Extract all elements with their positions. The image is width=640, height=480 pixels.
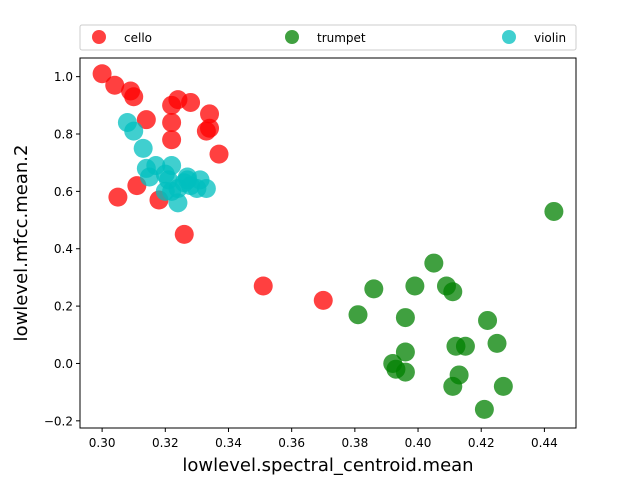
point-cello-7 bbox=[181, 92, 201, 112]
points-layer bbox=[92, 64, 564, 419]
point-cello-11 bbox=[200, 118, 220, 138]
y-tick-label: −0.2 bbox=[44, 414, 73, 428]
point-violin-16 bbox=[196, 179, 216, 198]
legend-box bbox=[79, 24, 577, 51]
y-tick-label: 0.2 bbox=[54, 300, 73, 314]
point-cello-18 bbox=[253, 276, 273, 296]
point-trumpet-0 bbox=[544, 201, 564, 221]
legend-label-cello: cello bbox=[124, 31, 152, 45]
point-violin-19 bbox=[177, 170, 197, 190]
x-tick-label: 0.34 bbox=[215, 436, 242, 450]
y-axis-label: lowlevel.mfcc.mean.2 bbox=[11, 145, 32, 342]
point-violin-5 bbox=[140, 167, 159, 187]
y-tick-label: 1.0 bbox=[54, 70, 73, 84]
point-trumpet-15 bbox=[395, 362, 415, 382]
point-violin-18 bbox=[168, 193, 188, 213]
legend-label-trumpet: trumpet bbox=[317, 31, 366, 45]
x-tick-label: 0.42 bbox=[468, 436, 495, 450]
x-axis-label: lowlevel.spectral_centroid.mean bbox=[182, 455, 473, 476]
point-cello-3 bbox=[124, 87, 144, 107]
point-cello-4 bbox=[136, 110, 156, 130]
y-tick-label: 0.0 bbox=[54, 357, 73, 371]
point-trumpet-12 bbox=[395, 342, 415, 362]
series-violin bbox=[117, 113, 216, 213]
point-trumpet-6 bbox=[348, 305, 368, 325]
point-trumpet-17 bbox=[443, 376, 463, 396]
y-axis-ticks: −0.2 0.0 0.2 0.4 0.6 0.8 1.0 bbox=[44, 70, 80, 428]
plot-frame bbox=[79, 57, 577, 429]
y-tick-label: 0.6 bbox=[54, 185, 73, 199]
legend-marker-cello bbox=[92, 30, 106, 44]
point-cello-19 bbox=[313, 290, 333, 310]
point-trumpet-1 bbox=[424, 253, 444, 273]
point-trumpet-9 bbox=[487, 333, 507, 353]
series-trumpet bbox=[348, 201, 564, 419]
y-tick-label: 0.4 bbox=[54, 242, 73, 256]
x-tick-label: 0.30 bbox=[89, 436, 116, 450]
point-trumpet-5 bbox=[443, 282, 463, 302]
x-axis-ticks: 0.30 0.32 0.34 0.36 0.38 0.40 0.42 0.44 bbox=[89, 428, 558, 450]
point-trumpet-7 bbox=[395, 308, 415, 328]
x-tick-label: 0.38 bbox=[341, 436, 368, 450]
legend: cello trumpet violin bbox=[79, 24, 577, 51]
x-tick-label: 0.44 bbox=[531, 436, 558, 450]
point-trumpet-18 bbox=[493, 376, 513, 396]
legend-marker-violin bbox=[502, 30, 516, 44]
x-tick-label: 0.32 bbox=[152, 436, 179, 450]
point-cello-1 bbox=[105, 75, 125, 95]
point-trumpet-19 bbox=[474, 399, 494, 419]
point-cello-17 bbox=[174, 224, 194, 244]
point-cello-13 bbox=[209, 144, 229, 164]
y-tick-label: 0.8 bbox=[54, 128, 73, 142]
x-tick-label: 0.36 bbox=[278, 436, 305, 450]
point-trumpet-3 bbox=[364, 279, 384, 299]
legend-marker-trumpet bbox=[285, 30, 299, 44]
x-tick-label: 0.40 bbox=[405, 436, 432, 450]
point-violin-1 bbox=[124, 121, 144, 141]
point-violin-2 bbox=[133, 138, 153, 158]
point-cello-12 bbox=[162, 130, 182, 150]
point-trumpet-8 bbox=[478, 310, 498, 330]
series-cello bbox=[92, 64, 333, 310]
point-trumpet-2 bbox=[405, 276, 425, 296]
point-cello-0 bbox=[92, 64, 112, 84]
point-cello-8 bbox=[200, 104, 220, 124]
point-trumpet-11 bbox=[455, 336, 475, 356]
point-cello-15 bbox=[108, 187, 128, 207]
legend-label-violin: violin bbox=[534, 31, 566, 45]
point-cello-9 bbox=[162, 113, 182, 133]
